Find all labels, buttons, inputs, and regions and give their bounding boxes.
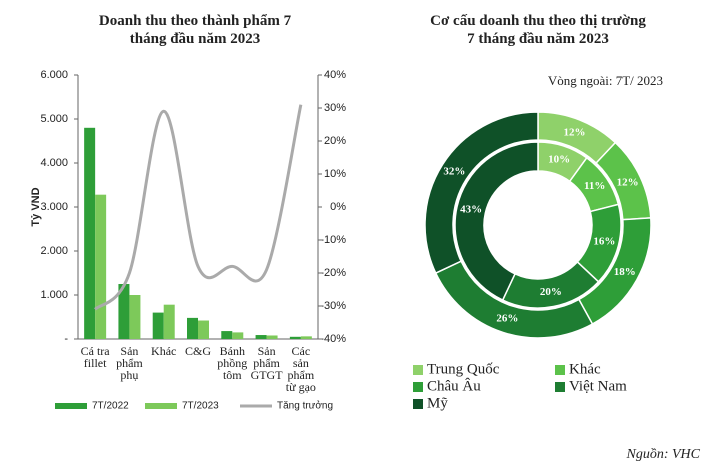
legend-label: Tăng trưởng	[277, 400, 333, 412]
x-tick-label: Bánh phồng tôm	[217, 344, 247, 382]
y2-tick-label: -40%	[320, 333, 346, 345]
data-label: 10%	[548, 153, 570, 165]
y2-tick-label: 40%	[324, 69, 346, 81]
legend-swatch	[55, 403, 87, 409]
y2-tick-label: -10%	[320, 234, 346, 246]
bar	[187, 317, 198, 339]
legend-label: Việt Nam	[569, 378, 627, 394]
y-tick-label: 5.000	[40, 113, 68, 125]
legend-label: 7T/2022	[92, 401, 129, 412]
legend-label: 7T/2023	[182, 401, 219, 412]
bar	[266, 335, 278, 339]
data-label: 20%	[540, 286, 562, 298]
x-tick-label: Sản phẩm phụ	[116, 344, 143, 382]
data-label: 16%	[593, 236, 615, 248]
y-tick-label: 2.000	[40, 245, 68, 257]
bar	[129, 295, 141, 339]
bar	[163, 304, 175, 339]
x-tick-label: Cá tra fillet	[81, 344, 111, 370]
bar	[232, 332, 244, 339]
bar	[255, 335, 267, 339]
legend-label: Châu Âu	[427, 377, 481, 394]
x-tick-label: Sản phẩm GTGT	[251, 344, 284, 382]
data-label: 18%	[614, 266, 636, 278]
data-label: 12%	[563, 126, 585, 138]
y-tick-label: 3.000	[40, 201, 68, 213]
y2-tick-label: 30%	[324, 102, 346, 114]
y-axis-label: Tỷ VND	[30, 187, 42, 226]
y2-tick-label: 10%	[324, 168, 346, 180]
bar	[289, 336, 301, 339]
bar	[152, 312, 164, 339]
y-tick-label: 6.000	[40, 69, 68, 81]
bar	[95, 194, 107, 339]
data-label: 11%	[584, 180, 605, 192]
bar	[198, 320, 209, 339]
donut-segment	[454, 141, 539, 302]
legend-swatch	[555, 365, 565, 375]
legend-swatch	[145, 403, 177, 409]
legend-label: Mỹ	[427, 395, 448, 411]
x-tick-label: Khác	[151, 344, 176, 358]
donut-segment	[424, 111, 539, 275]
chart-title: Cơ cấu doanh thu theo thị trường 7 tháng …	[430, 13, 646, 47]
legend-swatch	[413, 365, 423, 375]
legend-swatch	[413, 382, 423, 392]
bar	[84, 127, 96, 339]
y2-tick-label: -20%	[320, 267, 346, 279]
x-tick-label: Các sản phẩm từ gạo	[286, 344, 316, 394]
bar	[118, 284, 130, 339]
data-label: 32%	[443, 165, 465, 177]
bar	[221, 331, 233, 339]
y2-tick-label: 0%	[330, 201, 346, 213]
data-label: 12%	[617, 176, 639, 188]
y-tick-label: 1.000	[40, 289, 68, 301]
data-label: 26%	[496, 313, 518, 325]
legend-label: Trung Quốc	[427, 361, 500, 377]
y-tick-label: -	[64, 333, 68, 345]
source: Nguồn: VHC	[626, 447, 701, 462]
y2-tick-label: 20%	[324, 135, 346, 147]
data-label: 43%	[460, 204, 482, 216]
subtitle: Vòng ngoài: 7T/ 2023	[548, 73, 663, 88]
x-tick-label: C&G	[185, 344, 211, 358]
growth-line	[94, 104, 303, 311]
legend-label: Khác	[569, 361, 601, 377]
bar	[300, 336, 312, 339]
legend-swatch	[555, 382, 565, 392]
y-tick-label: 4.000	[40, 157, 68, 169]
chart-title: Doanh thu theo thành phẩm 7 tháng đầu năm…	[99, 13, 292, 47]
legend-swatch	[413, 399, 423, 409]
y2-tick-label: -30%	[320, 300, 346, 312]
